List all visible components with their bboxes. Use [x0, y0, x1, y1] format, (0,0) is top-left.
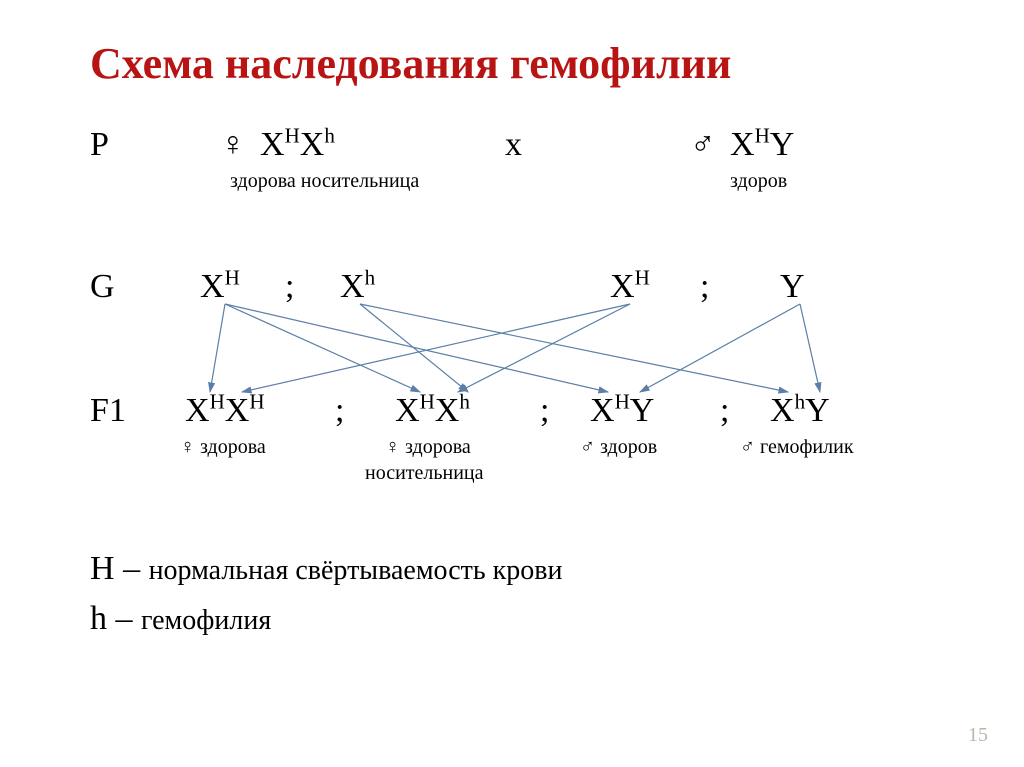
- semi-4: ;: [540, 392, 549, 430]
- legend-h-sym: h: [90, 600, 107, 637]
- o1-txt: здорова: [200, 436, 266, 458]
- father-genotype: ♂ XHY: [690, 126, 794, 164]
- o2-p2: X: [435, 392, 460, 429]
- slide-title: Схема наследования гемофилии: [90, 38, 731, 89]
- o1-p1: X: [185, 392, 210, 429]
- semi-1: ;: [285, 268, 294, 306]
- semi-2: ;: [700, 268, 709, 306]
- arrow-line: [360, 304, 468, 392]
- legend-h-dash: –: [107, 600, 141, 637]
- f-geno-x: X: [730, 126, 755, 163]
- cross-symbol: x: [505, 126, 522, 164]
- f-geno-y: Y: [770, 126, 795, 163]
- g2-a: h: [365, 266, 376, 290]
- o4-txt: гемофилик: [760, 436, 854, 458]
- legend-H-text: нормальная свёртываемость крови: [149, 555, 563, 586]
- arrow-line: [640, 304, 800, 392]
- male-symbol: ♂: [690, 126, 716, 163]
- legend-h: h – гемофилия: [90, 600, 964, 638]
- arrow-line: [225, 304, 420, 392]
- o3-sym: ♂: [580, 436, 595, 458]
- gamete-1: XH: [200, 268, 240, 306]
- o2-txt: здорова: [405, 436, 471, 458]
- label-P: P: [90, 126, 109, 164]
- gamete-arrows: [0, 0, 1024, 767]
- m-geno-x2: X: [300, 126, 325, 163]
- gamete-4: Y: [780, 268, 805, 306]
- legend-H-dash: –: [115, 550, 149, 587]
- o1-p2: X: [225, 392, 250, 429]
- o3-desc: ♂ здоров: [580, 436, 657, 459]
- gamete-3: XH: [610, 268, 650, 306]
- m-allele2: h: [324, 124, 335, 148]
- legend-H-sym: H: [90, 550, 115, 587]
- o4-desc: ♂ гемофилик: [740, 436, 854, 459]
- g3-a: H: [635, 266, 650, 290]
- g1-a: H: [225, 266, 240, 290]
- o4-p2: Y: [805, 392, 830, 429]
- arrow-group: [210, 304, 820, 392]
- offspring-2: XHXh: [395, 392, 470, 430]
- o3-p2: Y: [630, 392, 655, 429]
- o3-p1: X: [590, 392, 615, 429]
- label-G: G: [90, 268, 115, 306]
- female-symbol: ♀: [220, 126, 246, 163]
- o4-sym: ♂: [740, 436, 755, 458]
- o3-txt: здоров: [600, 436, 657, 458]
- o4-a1: h: [795, 390, 806, 414]
- legend-H: H – нормальная свёртываемость крови: [90, 550, 964, 588]
- o2-a2: h: [459, 390, 470, 414]
- o2-a1: H: [420, 390, 435, 414]
- o1-sym: ♀: [180, 436, 195, 458]
- offspring-4: XhY: [770, 392, 830, 430]
- mother-genotype: ♀ XHXh: [220, 126, 335, 164]
- arrow-line: [800, 304, 820, 392]
- offspring-3: XHY: [590, 392, 654, 430]
- o2-p1: X: [395, 392, 420, 429]
- arrow-line: [458, 304, 630, 392]
- arrow-line: [225, 304, 608, 392]
- g3-x: X: [610, 268, 635, 305]
- legend-h-text: гемофилия: [141, 605, 271, 636]
- slide: Схема наследования гемофилии P ♀ XHXh зд…: [0, 0, 1024, 767]
- o4-p1: X: [770, 392, 795, 429]
- f-allele1: H: [755, 124, 770, 148]
- semi-3: ;: [335, 392, 344, 430]
- m-allele1: H: [285, 124, 300, 148]
- o2-sym: ♀: [385, 436, 400, 458]
- o1-a2: H: [249, 390, 264, 414]
- semi-5: ;: [720, 392, 729, 430]
- o1-desc: ♀ здорова: [180, 436, 266, 459]
- page-number: 15: [968, 724, 988, 747]
- o2-desc: ♀ здорова: [385, 436, 471, 459]
- g1-x: X: [200, 268, 225, 305]
- arrow-line: [210, 304, 225, 392]
- mother-desc: здорова носительница: [230, 170, 419, 193]
- m-geno-x1: X: [260, 126, 285, 163]
- gamete-2: Xh: [340, 268, 375, 306]
- o3-a1: H: [615, 390, 630, 414]
- arrow-line: [360, 304, 788, 392]
- o1-a1: H: [210, 390, 225, 414]
- title-text: Схема наследования гемофилии: [90, 39, 731, 88]
- g2-x: X: [340, 268, 365, 305]
- label-F1: F1: [90, 392, 126, 430]
- father-desc: здоров: [730, 170, 787, 193]
- arrow-line: [242, 304, 630, 392]
- offspring-1: XHXH: [185, 392, 265, 430]
- o2-desc2: носительница: [365, 462, 484, 485]
